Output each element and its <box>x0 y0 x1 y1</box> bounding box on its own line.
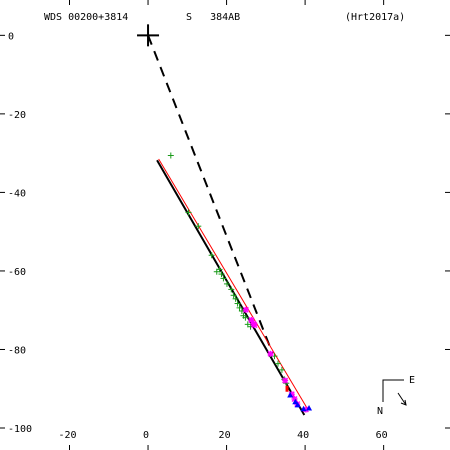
compass-north-label: N <box>377 406 383 417</box>
data-point-triangle-4 <box>306 404 313 411</box>
x-tick-label: -20 <box>58 430 76 441</box>
node-line <box>147 34 274 354</box>
y-tick-label: -60 <box>8 267 26 278</box>
y-tick-label: -100 <box>8 424 32 435</box>
data-point-plus-16 <box>242 314 249 321</box>
data-point-plus-8 <box>223 280 230 287</box>
data-point-plus-3 <box>208 252 215 259</box>
data-point-plus-7 <box>220 275 227 282</box>
data-point-plus-1 <box>185 209 192 216</box>
data-point-plus-9 <box>228 286 235 293</box>
data-point-plus-2 <box>195 223 202 230</box>
data-point-triangle-3 <box>300 405 307 412</box>
fit-lines <box>147 34 308 416</box>
data-point-plus-10 <box>230 292 237 299</box>
y-tick-label: 0 <box>8 31 14 42</box>
data-point-triangle-1 <box>292 398 299 405</box>
data-point-plus-5 <box>216 266 223 273</box>
data-point-plus-20 <box>275 360 282 367</box>
data-point-plus-13 <box>236 304 243 311</box>
x-tick-label: 0 <box>143 430 149 441</box>
data-point-dot-0 <box>285 385 289 392</box>
data-point-plus-11 <box>232 295 239 302</box>
measurement-points <box>167 152 313 413</box>
data-point-star-5 <box>282 377 289 384</box>
data-point-plus-6 <box>218 271 225 278</box>
discoverer-code: S 384AB <box>186 12 240 23</box>
data-point-triangle-0 <box>287 392 294 398</box>
wds-designation: WDS 00200+3814 <box>44 12 128 23</box>
orbit-fit-line <box>156 159 306 416</box>
data-point-star-3 <box>251 322 258 329</box>
x-tick-label: 20 <box>219 430 231 441</box>
data-point-plus-21 <box>278 366 285 373</box>
x-tick-label: 40 <box>297 430 309 441</box>
data-point-star-0 <box>242 306 249 313</box>
data-point-plus-0 <box>167 152 174 159</box>
reference-code: (Hrt2017a) <box>345 12 405 23</box>
y-tick-label: -80 <box>8 345 26 356</box>
primary-star-marker <box>137 24 160 47</box>
data-point-triangle-2 <box>294 401 301 408</box>
compass-east-label: E <box>409 375 415 386</box>
compass-rose: N E <box>377 375 415 417</box>
data-point-star-4 <box>267 350 274 357</box>
data-point-plus-12 <box>234 300 241 307</box>
linear-fit-line <box>158 158 308 410</box>
y-tick-label: -40 <box>8 188 26 199</box>
motion-arrow-icon <box>397 392 407 406</box>
x-tick-label: 60 <box>376 430 388 441</box>
y-tick-label: -20 <box>8 110 26 121</box>
